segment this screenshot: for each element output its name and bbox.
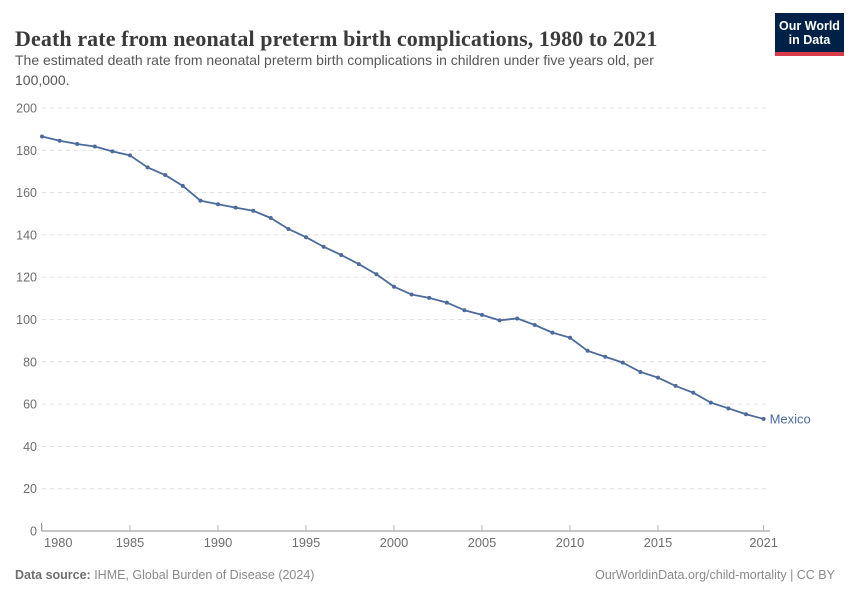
data-point[interactable] (708, 400, 713, 405)
data-point[interactable] (497, 318, 502, 323)
x-axis-tick-label: 2010 (556, 535, 584, 550)
owid-logo[interactable]: Our World in Data (775, 13, 844, 56)
series-end-label[interactable]: Mexico (770, 411, 811, 426)
data-point[interactable] (620, 360, 625, 365)
data-point[interactable] (304, 235, 308, 240)
data-point[interactable] (568, 335, 572, 340)
data-point[interactable] (163, 173, 168, 178)
data-point[interactable] (673, 383, 678, 388)
data-point[interactable] (321, 244, 326, 249)
y-axis-tick-label: 60 (23, 398, 37, 412)
data-point[interactable] (603, 354, 608, 359)
data-point[interactable] (585, 348, 590, 353)
data-point[interactable] (480, 312, 484, 317)
x-axis-tick-label: 2021 (749, 535, 777, 550)
data-point[interactable] (462, 308, 467, 313)
line-chart[interactable]: 0 20 40 60 80 100 120 140 160 180 200 1980 1985 1990 1… (0, 95, 850, 560)
data-point[interactable] (656, 375, 660, 380)
data-point[interactable] (251, 208, 256, 213)
owid-logo-line2: in Data (788, 33, 831, 47)
x-axis-tick-label: 1990 (204, 535, 232, 550)
data-point[interactable] (427, 295, 432, 300)
data-point[interactable] (180, 183, 185, 188)
data-source-note: Data source: IHME, Global Burden of Dise… (15, 568, 314, 582)
data-point[interactable] (550, 330, 555, 335)
y-axis-tick-label: 40 (23, 440, 37, 454)
data-point[interactable] (356, 262, 361, 267)
y-axis-tick-label: 200 (16, 102, 37, 116)
data-point[interactable] (339, 252, 344, 257)
owid-logo-line1: Our World (779, 19, 840, 33)
data-point[interactable] (40, 134, 44, 139)
data-point[interactable] (75, 141, 80, 146)
x-axis-tick-label: 1995 (292, 535, 320, 550)
data-point[interactable] (128, 153, 132, 158)
data-point[interactable] (515, 316, 520, 321)
y-axis-tick-label: 140 (16, 228, 37, 242)
chart-subtitle-line1: The estimated death rate from neonatal p… (15, 52, 654, 68)
data-point[interactable] (216, 202, 220, 207)
y-axis-tick-label: 120 (16, 271, 37, 285)
data-point[interactable] (268, 215, 273, 220)
y-axis-tick-label: 0 (30, 525, 37, 539)
y-axis-tick-label: 80 (23, 355, 37, 369)
y-axis-tick-label: 180 (16, 144, 37, 158)
x-axis-tick-label: 2005 (468, 535, 496, 550)
data-point[interactable] (409, 292, 414, 297)
data-point[interactable] (286, 226, 291, 231)
chart-subtitle: The estimated death rate from neonatal p… (15, 50, 735, 90)
y-axis-tick-label: 100 (16, 313, 37, 327)
data-point[interactable] (57, 138, 62, 143)
data-source-label: Data source: (15, 568, 91, 582)
x-axis-tick-label: 1985 (116, 535, 144, 550)
y-axis-tick-label: 20 (23, 482, 37, 496)
data-point[interactable] (92, 144, 97, 149)
data-point[interactable] (374, 272, 379, 277)
y-axis-tick-label: 160 (16, 186, 37, 200)
x-axis-tick-label: 2015 (644, 535, 672, 550)
x-axis-tick-label: 1980 (44, 535, 72, 550)
data-point[interactable] (444, 300, 449, 305)
data-point[interactable] (761, 416, 766, 421)
data-point[interactable] (638, 369, 643, 374)
data-point[interactable] (744, 412, 748, 417)
x-axis-tick-label: 2000 (380, 535, 408, 550)
data-source-text: IHME, Global Burden of Disease (2024) (90, 568, 315, 582)
data-point[interactable] (691, 390, 696, 395)
chart-subtitle-line2: 100,000. (15, 72, 70, 88)
data-point[interactable] (145, 165, 150, 170)
data-point[interactable] (110, 149, 115, 154)
data-point[interactable] (392, 284, 396, 289)
data-point[interactable] (198, 198, 203, 203)
data-point[interactable] (233, 205, 238, 210)
credit-link[interactable]: OurWorldinData.org/child-mortality | CC … (595, 568, 835, 582)
series-line (41, 135, 765, 420)
data-point[interactable] (532, 322, 537, 327)
data-point[interactable] (726, 406, 731, 411)
chart-title: Death rate from neonatal preterm birth c… (15, 25, 658, 51)
